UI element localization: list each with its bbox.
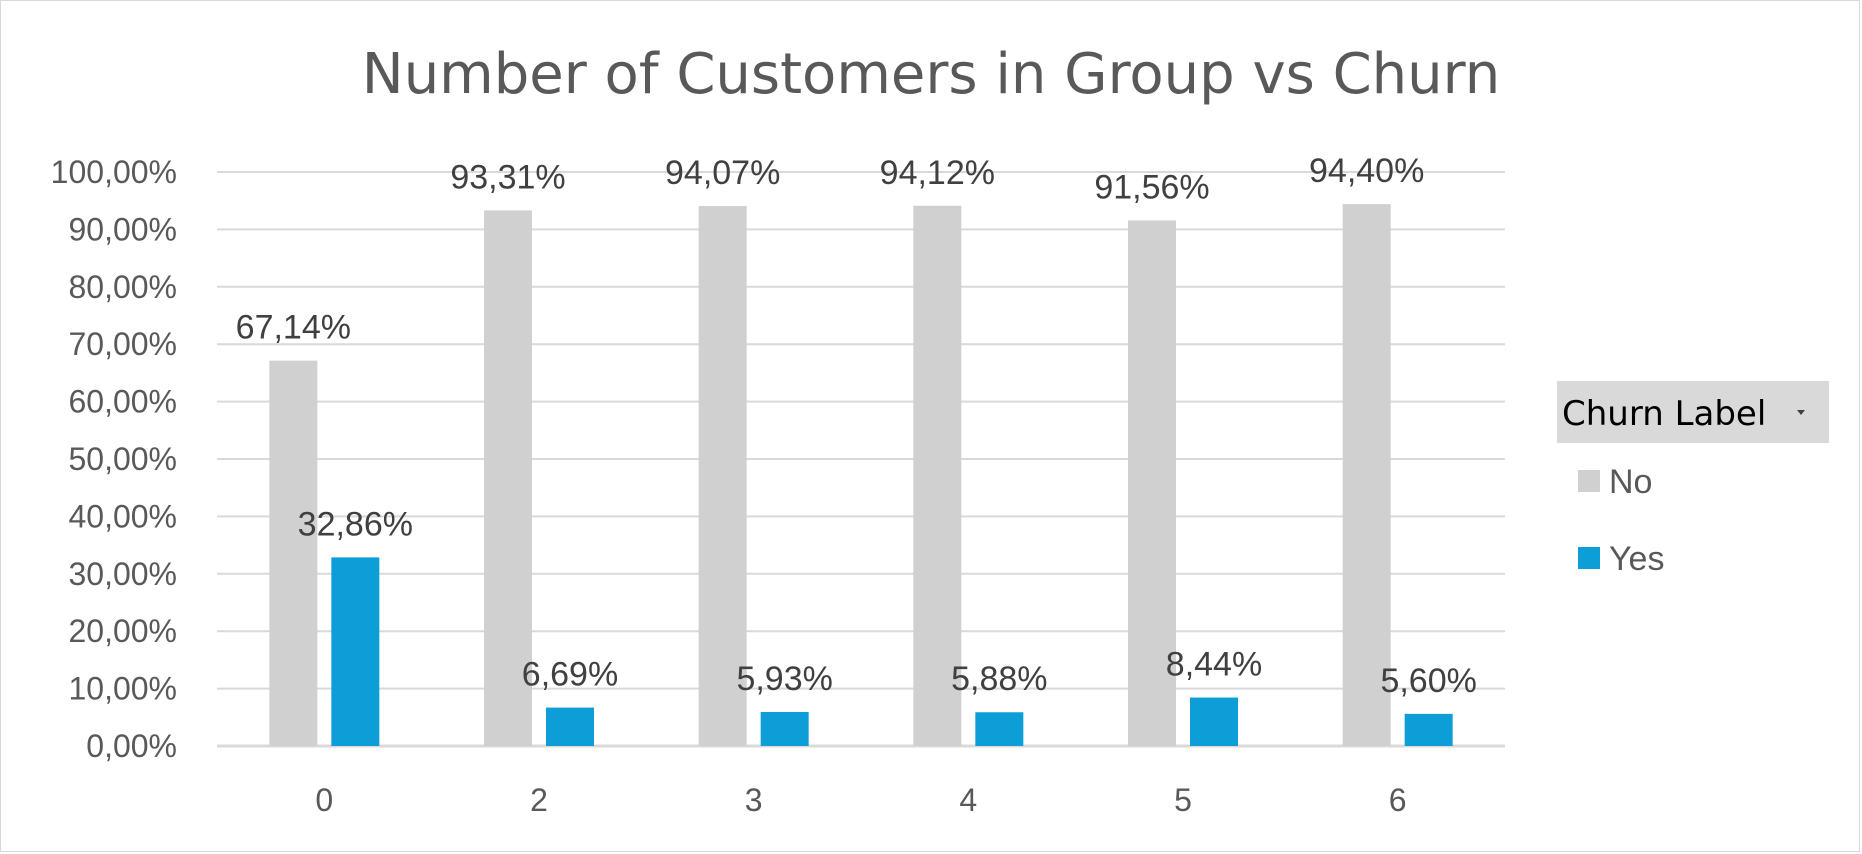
x-tick-label: 3	[745, 782, 763, 818]
y-tick-label: 60,00%	[68, 384, 177, 420]
data-label-no: 67,14%	[236, 309, 351, 347]
bar-yes	[546, 707, 594, 746]
bar-yes	[1190, 697, 1238, 746]
data-label-no: 93,31%	[450, 158, 565, 196]
data-label-no: 94,40%	[1309, 152, 1424, 190]
data-labels: 67,14% 32,86% 93,31% 6,69% 94,07% 5,93% 94,12%…	[236, 152, 1477, 700]
x-tick-label: 6	[1389, 782, 1407, 818]
chart-title: Number of Customers in Group vs Churn	[362, 42, 1500, 107]
data-label-no: 94,12%	[880, 154, 995, 192]
data-label-yes: 5,93%	[736, 660, 832, 698]
dropdown-arrow-icon[interactable]	[1797, 410, 1805, 415]
bar-no	[1128, 220, 1176, 746]
y-tick-label: 20,00%	[68, 613, 177, 649]
legend: Churn Label No Yes	[1557, 381, 1829, 578]
bar-no	[269, 360, 318, 746]
legend-title: Churn Label	[1562, 394, 1766, 434]
bars	[269, 204, 1453, 747]
data-label-no: 91,56%	[1094, 168, 1209, 206]
data-label-yes: 32,86%	[298, 505, 413, 543]
bar-yes	[331, 557, 380, 746]
filter-button-background[interactable]	[1557, 381, 1829, 443]
bar-no	[913, 205, 962, 746]
x-axis-ticks: 0 2 3 4 5 6	[315, 782, 1406, 818]
bar-no	[1342, 204, 1391, 747]
legend-label-no: No	[1609, 463, 1652, 501]
y-tick-label: 0,00%	[86, 728, 177, 764]
legend-swatch-yes	[1578, 547, 1600, 569]
bar-yes	[760, 711, 809, 746]
data-label-yes: 8,44%	[1166, 646, 1262, 684]
data-label-yes: 5,88%	[951, 660, 1047, 698]
gridlines	[217, 171, 1505, 748]
bar-yes	[1404, 713, 1453, 746]
churn-label-filter-button[interactable]: Churn Label	[1557, 381, 1829, 443]
y-tick-label: 30,00%	[68, 556, 177, 592]
legend-entry-yes: Yes	[1578, 540, 1664, 578]
bar-no	[484, 210, 532, 746]
bar-yes	[975, 712, 1024, 746]
x-tick-label: 0	[315, 782, 333, 818]
x-tick-label: 2	[530, 782, 548, 818]
y-tick-label: 70,00%	[68, 326, 177, 362]
y-tick-label: 10,00%	[68, 671, 177, 707]
y-tick-label: 90,00%	[68, 211, 177, 247]
data-label-no: 94,07%	[665, 154, 780, 192]
legend-entry-no: No	[1578, 463, 1652, 501]
y-axis-ticks: 0,00% 10,00% 20,00% 30,00% 40,00% 50,00% 60,00…	[51, 154, 177, 764]
bar-no	[698, 206, 747, 746]
legend-label-yes: Yes	[1609, 540, 1664, 578]
y-tick-label: 50,00%	[68, 441, 177, 477]
x-tick-label: 5	[1174, 782, 1192, 818]
data-label-yes: 6,69%	[522, 656, 618, 694]
y-tick-label: 80,00%	[68, 269, 177, 305]
x-tick-label: 4	[959, 782, 977, 818]
y-tick-label: 100,00%	[51, 154, 177, 190]
legend-swatch-no	[1578, 470, 1600, 492]
data-label-yes: 5,60%	[1380, 662, 1476, 700]
y-tick-label: 40,00%	[68, 498, 177, 534]
